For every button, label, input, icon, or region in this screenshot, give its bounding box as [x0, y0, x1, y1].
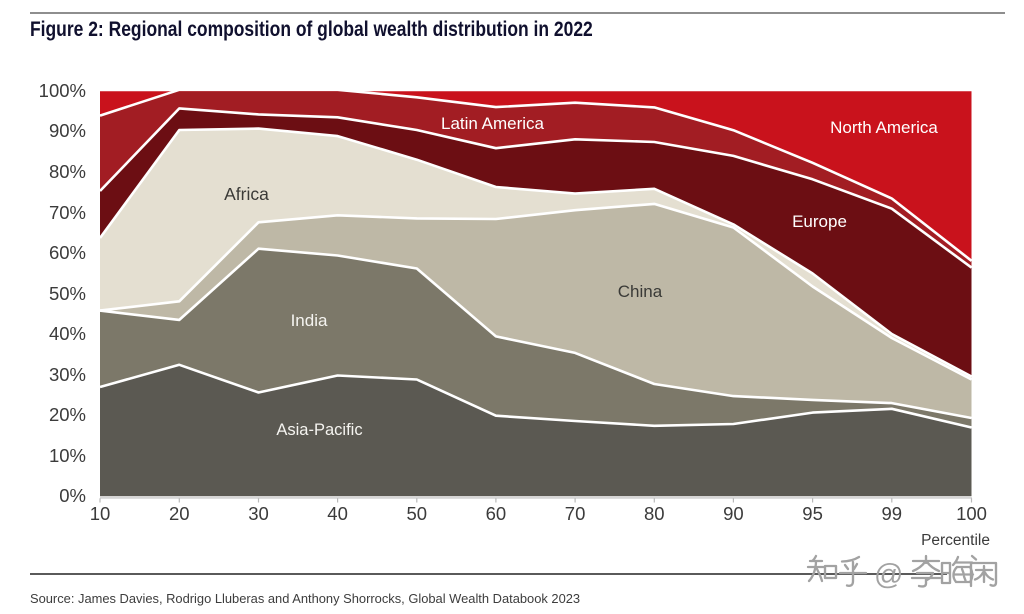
svg-text:@: @	[874, 559, 903, 591]
